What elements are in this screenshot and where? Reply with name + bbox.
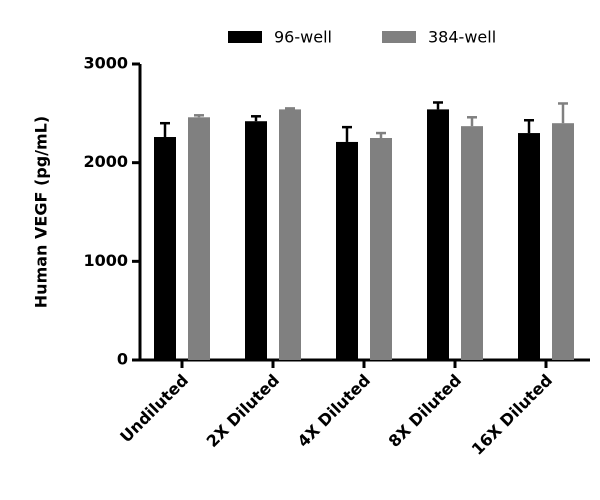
y-axis-label: Human VEGF (pg/mL) <box>32 116 51 308</box>
x-tick-label: 8X Diluted <box>385 371 465 451</box>
bar <box>188 117 210 360</box>
bar <box>245 121 267 360</box>
bar <box>461 126 483 360</box>
y-tick-label: 1000 <box>83 251 128 270</box>
bar <box>336 141 358 360</box>
x-tick-label: Undiluted <box>116 371 192 447</box>
y-tick-label: 0 <box>117 350 128 369</box>
legend-swatch <box>228 31 262 43</box>
legend-swatch <box>382 31 416 43</box>
x-tick-label: 2X Diluted <box>203 371 283 451</box>
bar <box>552 123 574 360</box>
bar <box>154 137 176 360</box>
bar <box>427 109 449 361</box>
bar <box>370 138 392 360</box>
x-tick-label: 4X Diluted <box>294 371 374 451</box>
legend-label: 384-well <box>428 28 496 47</box>
legend-label: 96-well <box>274 28 332 47</box>
bar <box>279 109 301 361</box>
bar <box>518 133 540 360</box>
y-tick-label: 3000 <box>83 54 128 73</box>
y-tick-label: 2000 <box>83 152 128 171</box>
x-tick-label: 16X Diluted <box>468 371 556 459</box>
